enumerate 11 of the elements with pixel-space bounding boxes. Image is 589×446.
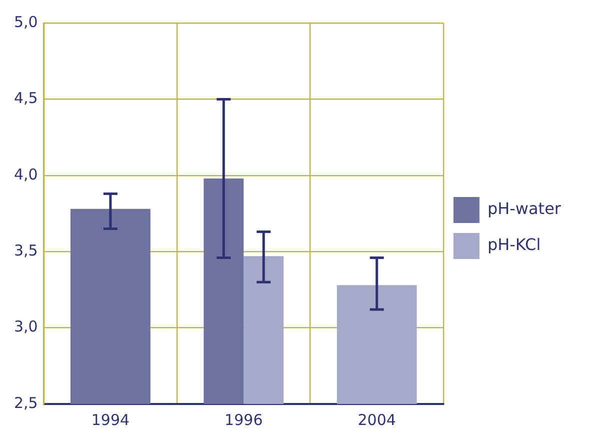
y-tick-label: 3,5 bbox=[14, 241, 38, 260]
y-tick-label: 2,5 bbox=[14, 394, 38, 412]
y-tick-label: 3,0 bbox=[14, 318, 38, 336]
x-tick-label: 1994 bbox=[91, 410, 130, 429]
x-tick-label: 2004 bbox=[358, 410, 396, 429]
x-tick-label: 1996 bbox=[224, 410, 263, 429]
legend-label: pH-KCl bbox=[487, 235, 541, 254]
y-tick-label: 4,5 bbox=[14, 89, 38, 108]
y-tick-label: 5,0 bbox=[14, 12, 38, 31]
y-tick-label: 4,0 bbox=[14, 165, 38, 184]
legend-label: pH-water bbox=[487, 199, 562, 218]
